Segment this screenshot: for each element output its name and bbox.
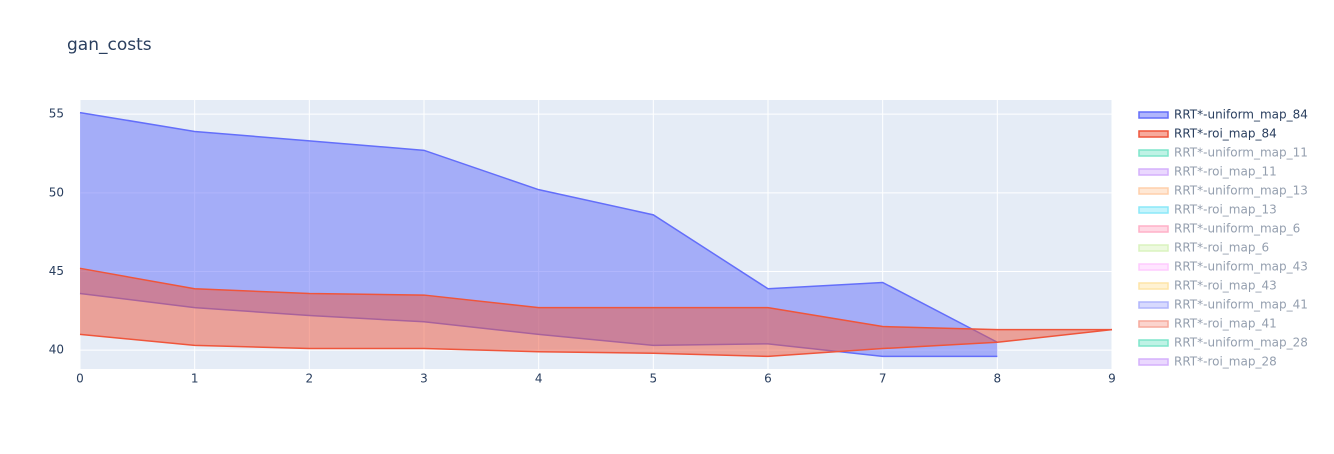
legend-label: RRT*-uniform_map_84 [1174,108,1308,122]
legend-label: RRT*-roi_map_13 [1174,203,1277,217]
legend-label: RRT*-uniform_map_13 [1174,184,1308,198]
band-upper-line [79,111,998,343]
legend-item[interactable]: RRT*-uniform_map_13 [1138,184,1308,198]
x-tick-label: 7 [879,372,887,386]
legend-item[interactable]: RRT*-uniform_map_41 [1138,298,1308,312]
legend-item[interactable]: RRT*-uniform_map_28 [1138,336,1308,350]
legend-swatch [1138,358,1169,366]
x-tick-label: 3 [420,372,428,386]
legend-swatch [1138,206,1169,214]
legend-item[interactable]: RRT*-roi_map_6 [1138,241,1269,255]
legend-label: RRT*-roi_map_41 [1174,317,1277,331]
legend-item[interactable]: RRT*-roi_map_41 [1138,317,1277,331]
legend-swatch [1138,282,1169,290]
y-tick-label: 55 [49,107,64,121]
band-lower-line [79,328,1113,358]
legend-swatch [1138,187,1169,195]
x-tick-label: 4 [535,372,543,386]
legend-item[interactable]: RRT*-roi_map_13 [1138,203,1277,217]
legend-item[interactable]: RRT*-roi_map_28 [1138,355,1277,369]
legend-item[interactable]: RRT*-uniform_map_11 [1138,146,1308,160]
legend-item[interactable]: RRT*-uniform_map_6 [1138,222,1300,236]
x-tick-label: 1 [191,372,199,386]
legend-label: RRT*-roi_map_6 [1174,241,1269,255]
y-tick-label: 40 [49,343,64,357]
legend-swatch [1138,168,1169,176]
x-tick-label: 2 [306,372,314,386]
legend-label: RRT*-roi_map_28 [1174,355,1277,369]
chart-title: gan_costs [67,35,152,55]
legend-label: RRT*-uniform_map_6 [1174,222,1300,236]
legend-label: RRT*-uniform_map_11 [1174,146,1308,160]
legend-item[interactable]: RRT*-roi_map_84 [1138,127,1277,141]
legend-swatch [1138,320,1169,328]
y-tick-label: 45 [49,264,64,278]
legend-item[interactable]: RRT*-roi_map_43 [1138,279,1277,293]
legend-swatch [1138,130,1169,138]
legend-label: RRT*-uniform_map_28 [1174,336,1308,350]
legend-item[interactable]: RRT*-uniform_map_43 [1138,260,1308,274]
x-tick-label: 9 [1108,372,1116,386]
legend-swatch [1138,339,1169,347]
legend-label: RRT*-roi_map_84 [1174,127,1277,141]
band-fill [80,268,1112,357]
legend-swatch [1138,244,1169,252]
x-tick-label: 0 [76,372,84,386]
legend-swatch [1138,301,1169,309]
legend-label: RRT*-roi_map_43 [1174,279,1277,293]
x-tick-label: 5 [650,372,658,386]
legend-item[interactable]: RRT*-roi_map_11 [1138,165,1277,179]
legend-item[interactable]: RRT*-uniform_map_84 [1138,108,1308,122]
x-tick-label: 8 [994,372,1002,386]
legend-swatch [1138,111,1169,119]
y-tick-label: 50 [49,185,64,199]
legend-swatch [1138,263,1169,271]
legend-swatch [1138,149,1169,157]
legend-label: RRT*-roi_map_11 [1174,165,1277,179]
legend-label: RRT*-uniform_map_41 [1174,298,1308,312]
legend-swatch [1138,225,1169,233]
legend-label: RRT*-uniform_map_43 [1174,260,1308,274]
band-upper-line [79,267,1112,331]
x-tick-label: 6 [764,372,772,386]
